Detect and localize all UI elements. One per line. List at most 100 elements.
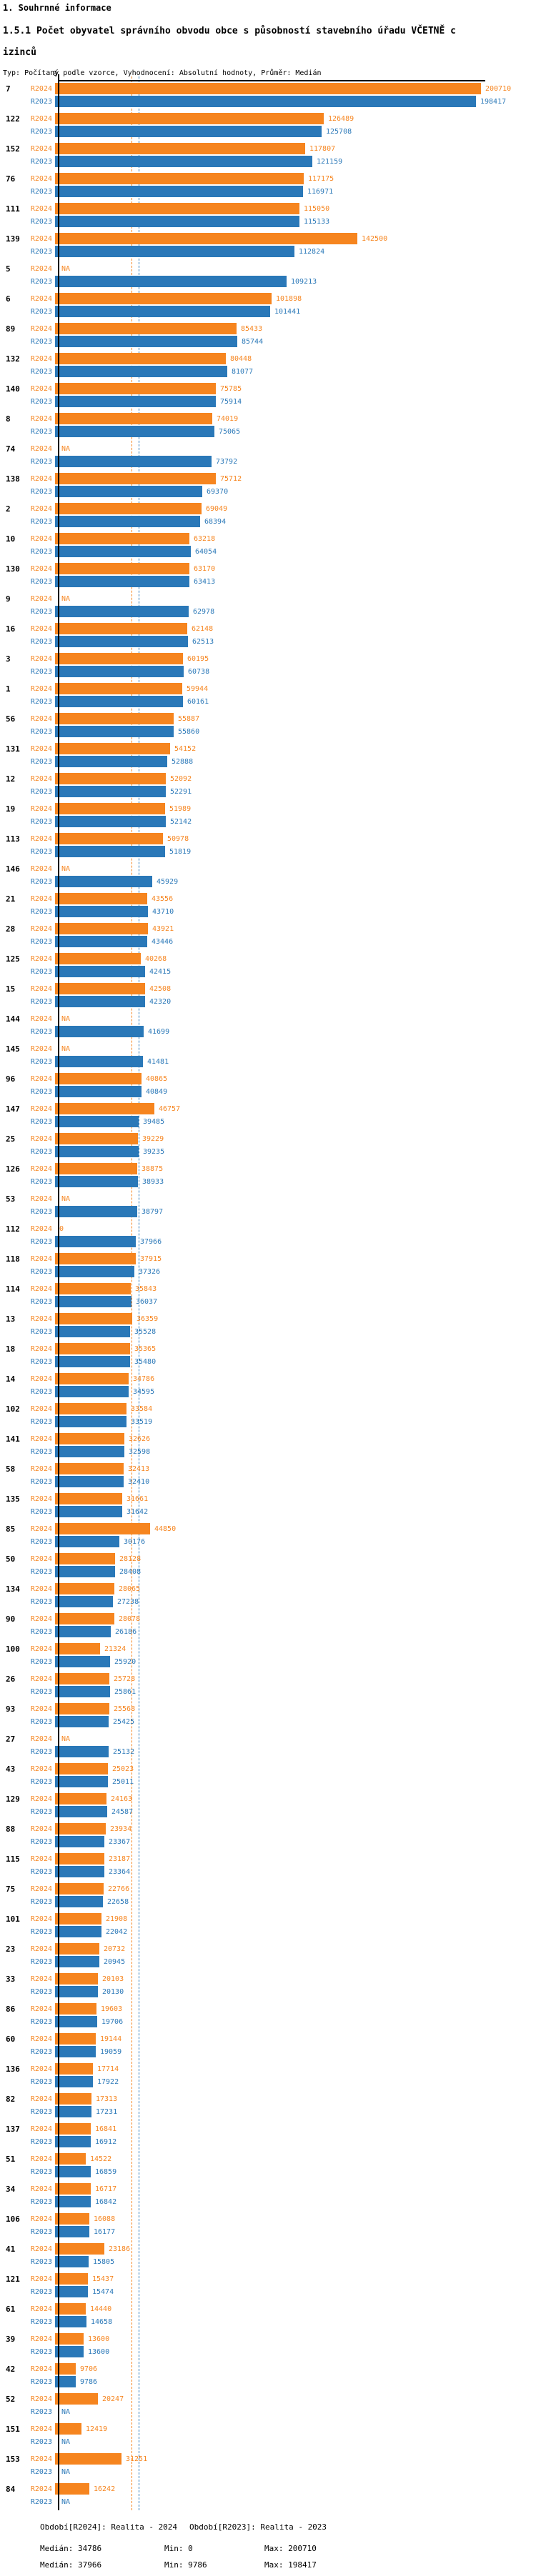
group-id-label: 10 xyxy=(6,534,16,544)
value-label: 34595 xyxy=(133,1387,155,1396)
value-label: 25132 xyxy=(113,1747,135,1756)
value-label: 19059 xyxy=(100,2047,122,2056)
value-label: 43556 xyxy=(152,894,174,903)
chart-group: 112 R2024 0 R2023 37966 xyxy=(0,1223,536,1253)
group-id-label: 52 xyxy=(6,2395,16,2404)
chart-group: 101 R2024 21908 R2023 22042 xyxy=(0,1913,536,1943)
bar-r2023 xyxy=(55,2256,89,2267)
bar-r2023 xyxy=(55,366,227,377)
group-id-label: 90 xyxy=(6,1614,16,1624)
series-label: R2023 xyxy=(30,2467,52,2476)
bar-r2024 xyxy=(55,1703,109,1714)
series-label: R2024 xyxy=(30,264,52,273)
bar-r2023 xyxy=(55,576,189,587)
series-label: R2023 xyxy=(30,1657,52,1666)
bar-line-r2024: R2024 16242 xyxy=(0,2483,536,2495)
bar-line-r2024: R2024 15437 xyxy=(0,2273,536,2285)
group-id-label: 135 xyxy=(6,1494,20,1504)
value-label: 23364 xyxy=(109,1867,131,1876)
bar-line-r2024: R2024 20247 xyxy=(0,2393,536,2405)
series-label: R2023 xyxy=(30,1627,52,1636)
bar-line-r2023: R2023 43446 xyxy=(0,936,536,947)
series-label: R2023 xyxy=(30,2047,52,2056)
value-label: 23367 xyxy=(109,1837,131,1846)
value-label: 42415 xyxy=(149,967,172,976)
bar-r2024 xyxy=(55,2333,84,2345)
series-label: R2024 xyxy=(30,414,52,423)
chart-group: 138 R2024 75712 R2023 69370 xyxy=(0,473,536,503)
series-label: R2023 xyxy=(30,907,52,916)
series-label: R2023 xyxy=(30,1387,52,1396)
value-label: 39485 xyxy=(143,1117,165,1126)
bar-line-r2024: R2024 42508 xyxy=(0,983,536,994)
bar-line-r2023: R2023 38797 xyxy=(0,1206,536,1217)
chart-group: 130 R2024 63170 R2023 63413 xyxy=(0,563,536,593)
series-label: R2023 xyxy=(30,1807,52,1816)
series-label: R2023 xyxy=(30,2407,52,2416)
bar-r2024 xyxy=(55,1433,124,1444)
value-label: 101441 xyxy=(274,307,301,316)
stat-min-2023: Min: 9786 xyxy=(164,2560,207,2570)
bar-line-r2024: R2024 63218 xyxy=(0,533,536,544)
value-label: 32626 xyxy=(129,1434,151,1443)
bar-line-r2023: R2023 62978 xyxy=(0,606,536,617)
group-id-label: 2 xyxy=(6,504,11,514)
bar-line-r2023: R2023 25011 xyxy=(0,1776,536,1787)
na-label: NA xyxy=(61,264,71,273)
value-label: 20103 xyxy=(102,1975,124,1983)
series-label: R2023 xyxy=(30,2137,52,2146)
series-label: R2024 xyxy=(30,1194,52,1203)
bar-line-r2023: R2023 39235 xyxy=(0,1146,536,1157)
bar-line-r2024: R2024 43556 xyxy=(0,893,536,904)
bar-r2023 xyxy=(55,996,145,1007)
chart-group: 126 R2024 38875 R2023 38933 xyxy=(0,1163,536,1193)
bar-line-r2023: R2023 60738 xyxy=(0,666,536,677)
chart-group: 60 R2024 19144 R2023 19059 xyxy=(0,2033,536,2063)
value-label: 74019 xyxy=(217,414,239,423)
bar-r2024 xyxy=(55,833,163,844)
series-label: R2024 xyxy=(30,1584,52,1593)
series-label: R2024 xyxy=(30,2305,52,2313)
series-label: R2023 xyxy=(30,1327,52,1336)
value-label: 85744 xyxy=(242,337,264,346)
series-label: R2024 xyxy=(30,1134,52,1143)
bar-r2023 xyxy=(55,2166,91,2177)
series-label: R2023 xyxy=(30,667,52,676)
bar-line-r2023: R2023 42415 xyxy=(0,966,536,977)
chart-group: 122 R2024 126489 R2023 125708 xyxy=(0,113,536,143)
bar-line-r2023: R2023 51819 xyxy=(0,846,536,857)
chart-group: 136 R2024 17714 R2023 17922 xyxy=(0,2063,536,2093)
bar-line-r2024: R2024 17714 xyxy=(0,2063,536,2075)
group-id-label: 5 xyxy=(6,264,11,274)
chart-group: 42 R2024 9706 R2023 9786 xyxy=(0,2363,536,2393)
series-label: R2024 xyxy=(30,954,52,963)
bar-line-r2023: R2023 38933 xyxy=(0,1176,536,1187)
bar-line-r2023: R2023 42320 xyxy=(0,996,536,1007)
value-label: 17714 xyxy=(97,2065,119,2073)
value-label: 17313 xyxy=(96,2095,118,2103)
bar-r2024 xyxy=(55,803,165,814)
series-label: R2023 xyxy=(30,457,52,466)
bar-line-r2023: R2023 115133 xyxy=(0,216,536,227)
group-id-label: 93 xyxy=(6,1704,16,1714)
bar-r2024 xyxy=(55,2063,93,2075)
series-label: R2024 xyxy=(30,744,52,753)
bar-line-r2024: R2024 24163 xyxy=(0,1793,536,1804)
value-label: 20945 xyxy=(104,1957,126,1966)
series-label: R2023 xyxy=(30,1117,52,1126)
series-label: R2024 xyxy=(30,2365,52,2373)
bar-line-r2023: R2023 34595 xyxy=(0,1386,536,1397)
group-id-label: 100 xyxy=(6,1644,20,1654)
group-id-label: 41 xyxy=(6,2245,16,2254)
value-label: 40849 xyxy=(146,1087,168,1096)
bar-r2024 xyxy=(55,2303,86,2315)
bar-line-r2023: R2023 101441 xyxy=(0,306,536,317)
bar-r2023 xyxy=(55,1776,108,1787)
series-label: R2024 xyxy=(30,354,52,363)
value-label: 19603 xyxy=(101,2005,123,2013)
group-id-label: 85 xyxy=(6,1524,16,1534)
bar-line-r2024: R2024 36359 xyxy=(0,1313,536,1324)
value-label: 60161 xyxy=(187,697,209,706)
value-label: 16859 xyxy=(95,2167,117,2176)
value-label: 51819 xyxy=(169,847,192,856)
